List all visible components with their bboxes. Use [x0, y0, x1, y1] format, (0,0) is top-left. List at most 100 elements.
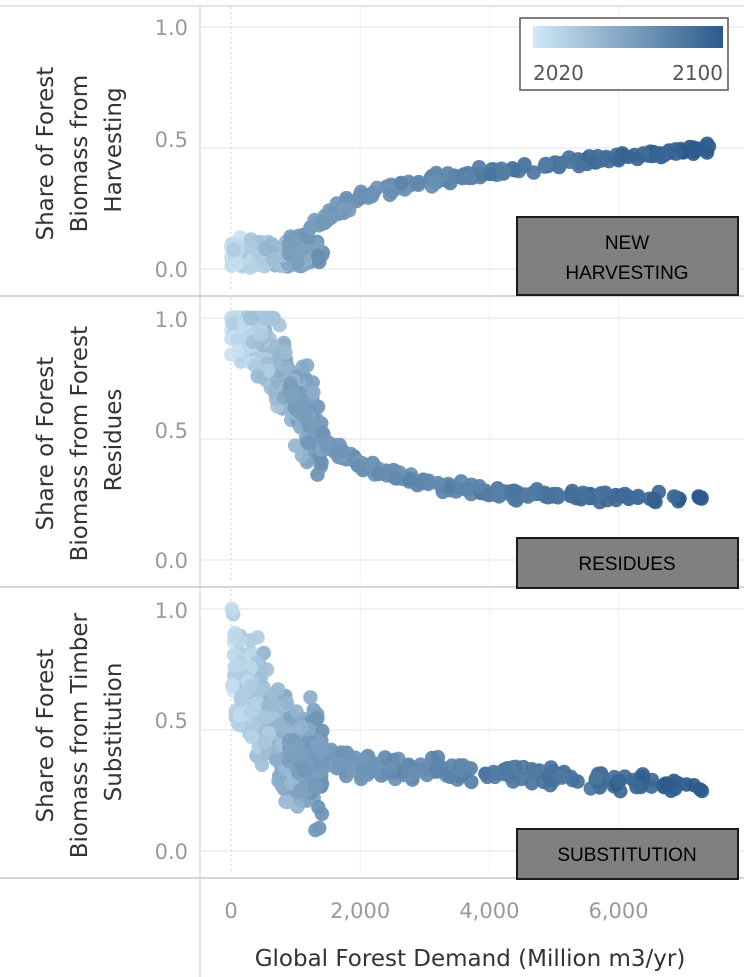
ytick-label: 1.0 — [155, 599, 188, 623]
scatter-point — [432, 759, 448, 775]
gridlines-substitution — [200, 589, 744, 871]
scatter-point — [261, 698, 276, 714]
scatter-point — [506, 483, 522, 498]
scatter-point — [226, 242, 241, 258]
scatter-point — [315, 216, 331, 231]
scatter-point — [453, 474, 469, 489]
scatter-point — [266, 339, 281, 354]
scatter-point — [294, 747, 310, 762]
scatter-point — [516, 759, 531, 775]
scatter-point — [562, 154, 578, 169]
scatter-point — [250, 630, 265, 645]
scatter-point — [314, 455, 329, 470]
scatter-point — [311, 399, 326, 414]
scatter-point — [314, 806, 330, 822]
y-axis-labels: Share of Forest Biomass from Harvesting … — [33, 67, 127, 859]
scatter-point — [259, 710, 275, 725]
scatter-point — [309, 779, 325, 794]
scatter-point — [660, 777, 675, 792]
scatter-point — [278, 345, 293, 360]
scatter-point — [303, 220, 318, 236]
ylabel-line: Biomass from Forest — [67, 326, 93, 561]
scatter-point — [388, 470, 403, 485]
ytick-label: 0.5 — [155, 419, 188, 443]
scatter-point — [393, 175, 409, 191]
ylabel-line: Biomass from — [67, 75, 93, 233]
scatter-point — [490, 487, 505, 502]
ytick-labels-residues: 1.0 0.5 0.0 — [155, 308, 188, 573]
scatter-point — [257, 734, 272, 749]
scatter-point — [538, 156, 554, 172]
xtick-label: 2,000 — [330, 899, 390, 923]
scatter-point — [345, 750, 360, 765]
scatter-point — [224, 601, 240, 617]
x-axis-label: Global Forest Demand (Million m3/yr) — [255, 946, 686, 972]
ytick-label: 0.0 — [155, 840, 188, 864]
scatter-point — [496, 166, 511, 181]
scatter-point — [482, 166, 497, 182]
scatter-point — [631, 488, 646, 504]
scatter-point — [369, 180, 385, 195]
scatter-point — [342, 203, 357, 218]
scatter-point — [594, 153, 609, 168]
scatter-point — [353, 190, 368, 206]
scatter-point — [243, 260, 258, 275]
scatter-point — [471, 160, 487, 175]
scatter-point — [296, 396, 312, 411]
scatter-point — [608, 492, 624, 508]
scatter-point — [461, 170, 477, 186]
scatter-point — [650, 146, 666, 161]
scatter-point — [413, 757, 428, 772]
xtick-label: 4,000 — [459, 899, 519, 923]
scatter-point — [231, 343, 246, 358]
scatter-point — [543, 760, 559, 775]
scatter-point — [686, 140, 701, 155]
ytick-label: 0.5 — [155, 709, 188, 733]
scatter-point — [273, 717, 288, 732]
ylabel-line: Residues — [101, 389, 127, 492]
scatter-point — [305, 416, 320, 432]
xtick-label: 0 — [224, 899, 237, 923]
scatter-point — [383, 760, 399, 776]
scatter-point — [279, 695, 295, 710]
scatter-point — [646, 493, 662, 509]
scatter-point — [258, 241, 273, 257]
scatter-point — [464, 774, 479, 790]
scatter-point — [243, 239, 258, 255]
scatter-point — [228, 658, 243, 673]
scatter-point — [328, 445, 344, 461]
scatter-point — [451, 762, 466, 777]
ylabel-line: Share of Forest — [33, 357, 59, 531]
scatter-point — [540, 490, 555, 505]
ytick-labels-substitution: 1.0 0.5 0.0 — [155, 599, 188, 864]
scatter-point — [303, 690, 318, 705]
scatter-point — [254, 757, 270, 772]
scatter-point — [334, 745, 349, 760]
points-harvesting — [223, 136, 717, 275]
scatter-point — [666, 489, 682, 504]
scatter-point — [526, 165, 541, 180]
scatter-point — [331, 757, 346, 773]
ylabel-line: Share of Forest — [33, 67, 59, 241]
legend-min-label: 2020 — [533, 61, 584, 85]
scatter-point — [243, 705, 258, 720]
scatter-point — [306, 385, 321, 400]
ylabel-line: Biomass from Timber — [67, 613, 93, 859]
ylabel-line: Share of Forest — [33, 649, 59, 823]
scatter-point — [293, 783, 308, 798]
scatter-point — [554, 770, 569, 785]
y-axis-label-substitution: Share of Forest Biomass from Timber Subs… — [33, 606, 127, 859]
scatter-point — [593, 486, 608, 501]
scatter-point — [268, 752, 284, 767]
color-legend-gradient — [533, 26, 723, 48]
scatter-point — [668, 146, 684, 161]
ytick-labels-harvesting: 1.0 0.5 0.0 — [155, 16, 188, 282]
tag-harvesting: NEW HARVESTING — [516, 216, 739, 296]
scatter-point — [283, 745, 298, 761]
x-axis: 0 2,000 4,000 6,000 Global Forest Demand (M… — [224, 899, 685, 972]
scatter-point — [692, 490, 707, 505]
ylabel-line: Substitution — [101, 663, 127, 802]
scatter-point — [294, 448, 310, 463]
scatter-point — [629, 780, 644, 795]
